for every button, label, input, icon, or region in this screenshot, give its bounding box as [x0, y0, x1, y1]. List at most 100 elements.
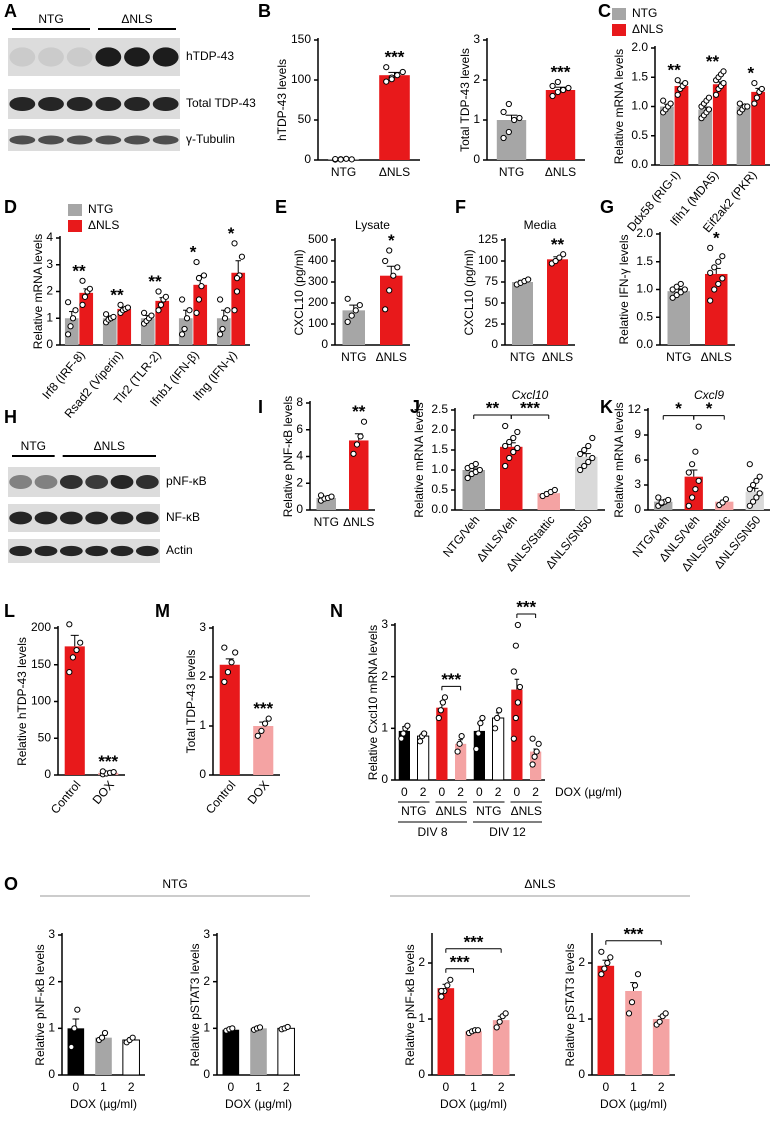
data-point: [665, 496, 672, 504]
data-point: [458, 732, 465, 740]
data-point: [343, 155, 350, 162]
blot-group-label: NTG: [21, 439, 46, 453]
blot-band: [135, 511, 159, 525]
y-tick-label: 3: [48, 927, 55, 941]
x-tick-label: 0: [442, 1080, 449, 1094]
data-point: [674, 77, 681, 84]
data-point: [473, 745, 480, 753]
panel-letter: I: [258, 397, 263, 417]
panel-letter: F: [455, 197, 466, 217]
panel-letter: A: [4, 1, 17, 21]
bar: [465, 1031, 482, 1075]
x-tick-label: 1: [100, 1080, 107, 1094]
data-point: [494, 714, 501, 722]
bar: [64, 646, 85, 775]
data-point: [722, 496, 729, 503]
data-point: [585, 458, 592, 466]
blot-band: [38, 47, 64, 67]
y-axis-label: Relative hTDP-43 levels: [15, 637, 29, 766]
x-tick-label: ΔNLS: [542, 350, 573, 364]
supergroup-label: DIV 12: [489, 825, 526, 839]
data-point: [685, 469, 692, 476]
blot-band: [85, 511, 109, 525]
data-point: [261, 720, 269, 727]
x-tick-label: 2: [532, 785, 539, 799]
panel-letter: L: [4, 601, 15, 621]
bar: [79, 292, 94, 345]
chart-title: Lysate: [355, 218, 390, 232]
y-tick-label: 3: [473, 32, 480, 46]
data-point: [512, 642, 519, 649]
y-tick-label: 2: [199, 669, 206, 683]
blot-band: [95, 47, 122, 67]
blot-band: [34, 511, 58, 525]
data-point: [715, 258, 722, 265]
blot-strip: [8, 504, 160, 532]
significance: **: [148, 272, 162, 291]
blot-row-label: Total TDP-43: [186, 96, 256, 110]
group-label: NTG: [476, 804, 501, 818]
data-point: [231, 307, 238, 314]
y-tick-label: 1: [381, 721, 388, 735]
bar: [398, 730, 410, 780]
x-tick-label: 0: [514, 785, 521, 799]
data-point: [625, 1010, 633, 1017]
data-point: [750, 498, 757, 505]
data-point: [628, 999, 636, 1006]
data-point: [750, 481, 757, 489]
data-point: [689, 461, 696, 468]
y-tick-label: 125: [478, 232, 498, 246]
bar: [684, 476, 703, 510]
data-point: [186, 307, 193, 314]
data-point: [360, 418, 368, 425]
blot-row-label: Actin: [166, 543, 193, 557]
data-point: [556, 254, 563, 261]
data-point: [148, 312, 155, 319]
x-tick-label: 0: [439, 785, 446, 799]
bar: [219, 664, 240, 775]
y-tick-label: 100: [31, 694, 51, 708]
x-tick-label: DOX: [90, 778, 117, 807]
data-point: [677, 289, 684, 296]
data-point: [692, 486, 699, 493]
y-tick-label: 2: [418, 955, 425, 969]
data-point: [601, 965, 608, 972]
data-point: [756, 490, 763, 497]
y-tick-label: 1: [48, 1021, 55, 1035]
y-tick-label: 0.0: [431, 502, 448, 516]
y-tick-label: 200: [31, 620, 51, 634]
x-tick-label: 2: [457, 785, 464, 799]
significance: **: [72, 261, 86, 280]
data-point: [110, 768, 117, 776]
y-tick-label: 0: [634, 502, 641, 516]
data-point: [421, 730, 428, 737]
bar: [436, 707, 448, 780]
data-point: [117, 301, 124, 308]
y-tick-label: 0: [491, 337, 498, 351]
data-point: [474, 1027, 482, 1034]
data-point: [695, 423, 702, 430]
data-point: [707, 297, 714, 304]
data-point: [719, 253, 726, 260]
data-point: [631, 982, 639, 989]
data-point: [531, 753, 538, 760]
bar: [712, 84, 727, 165]
x-axis-label: DOX (µg/ml): [555, 785, 622, 799]
y-axis-label: Relative mRNA levels: [31, 234, 45, 349]
x-axis-label: DOX (µg/ml): [600, 1097, 667, 1111]
data-point: [712, 91, 720, 98]
blot-row-label: NF-κB: [166, 510, 200, 524]
y-axis-label: Relative mRNA levels: [612, 49, 626, 164]
group-label: NTG: [401, 804, 426, 818]
data-point: [746, 502, 753, 509]
data-point: [224, 307, 231, 314]
x-tick-label: 2: [128, 1080, 135, 1094]
data-point: [66, 669, 73, 676]
x-tick-label: 2: [658, 1080, 665, 1094]
significance: ***: [450, 952, 470, 971]
data-point: [589, 434, 596, 442]
data-point: [493, 1024, 500, 1031]
data-point: [751, 100, 758, 107]
data-point: [634, 971, 642, 978]
data-point: [516, 114, 523, 122]
